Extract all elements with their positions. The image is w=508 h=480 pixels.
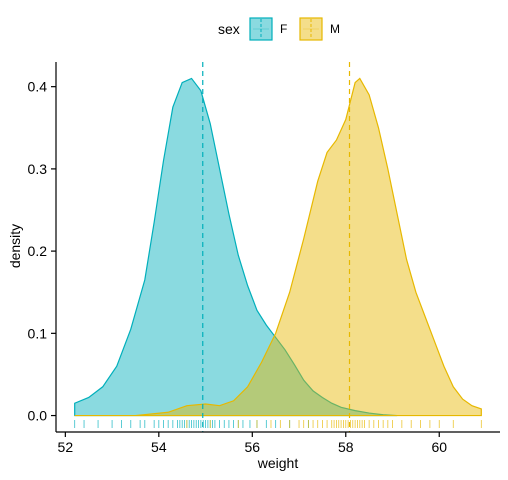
x-tick-label: 58 <box>338 439 354 455</box>
y-tick-label: 0.2 <box>28 243 48 259</box>
density-area-F <box>74 77 398 417</box>
density-area-M <box>74 77 482 417</box>
legend-label-F: F <box>280 22 287 36</box>
plot-area <box>74 62 482 432</box>
x-axis-title: weight <box>257 455 299 471</box>
x-tick-label: 56 <box>245 439 261 455</box>
legend-label-M: M <box>330 22 340 36</box>
legend-title: sex <box>218 21 240 37</box>
axes: 52 54 56 58 60 0.0 0.1 0.2 0.3 0.4 <box>28 62 500 455</box>
y-tick-label: 0.4 <box>28 79 48 95</box>
y-tick-label: 0.3 <box>28 161 48 177</box>
y-tick-label: 0.0 <box>28 408 48 424</box>
legend-item-F: F <box>249 17 287 41</box>
x-tick-label: 54 <box>151 439 167 455</box>
x-tick-label: 52 <box>58 439 74 455</box>
y-axis-title: density <box>7 224 23 268</box>
x-tick-label: 60 <box>431 439 447 455</box>
y-tick-label: 0.1 <box>28 325 48 341</box>
legend: sex F M <box>218 17 340 41</box>
legend-item-M: M <box>299 17 340 41</box>
